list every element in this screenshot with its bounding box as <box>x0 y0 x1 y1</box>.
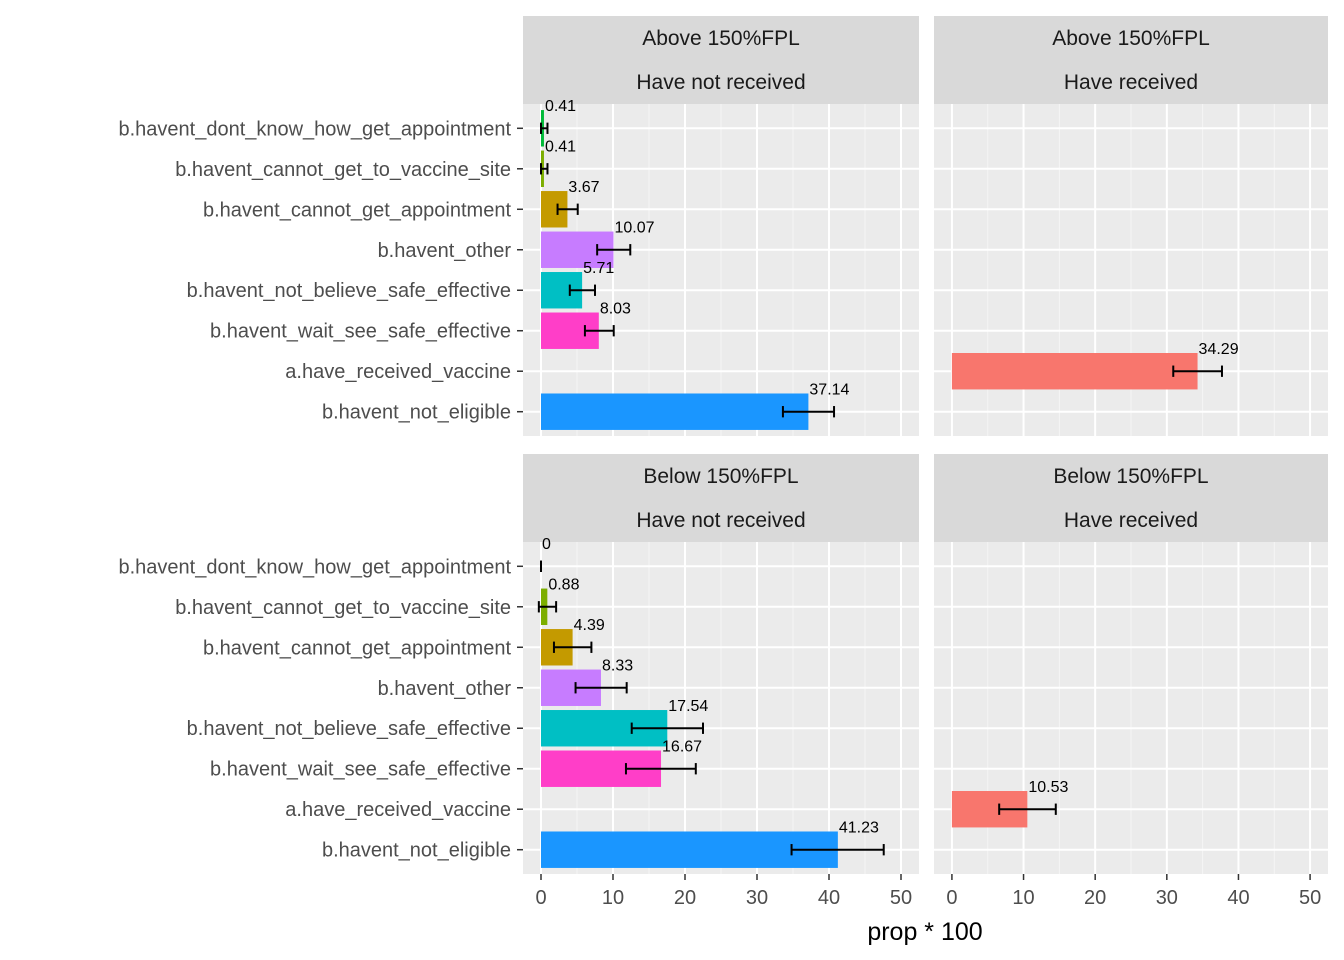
error-bar <box>537 601 558 613</box>
error-bar <box>540 163 549 175</box>
facet-strip-col-label: Have not received <box>636 71 805 94</box>
value-label: 37.14 <box>809 381 849 398</box>
error-bar <box>552 641 593 653</box>
error-bar <box>624 763 697 775</box>
facet-strip-col <box>523 498 919 542</box>
value-label: 3.67 <box>568 179 599 196</box>
value-label: 10.07 <box>615 220 655 237</box>
error-bar <box>556 203 579 215</box>
x-tick-label: 40 <box>1227 887 1249 909</box>
value-label: 10.53 <box>1028 779 1068 796</box>
facet-strip-row-label: Below 150%FPL <box>643 465 798 488</box>
facet-strip-row <box>934 16 1328 60</box>
panels-layer: Above 150%FPL Have not received 0.41 0.41 3.… <box>523 16 1328 874</box>
error-bar <box>630 722 704 734</box>
x-tick-label: 10 <box>1012 887 1034 909</box>
panel-above-150-fpl-have-not-received: Above 150%FPL Have not received 0.41 0.41 3.… <box>523 16 919 436</box>
error-bar <box>998 803 1057 815</box>
value-label: 8.33 <box>602 658 633 675</box>
error-bar <box>790 844 885 856</box>
category-label: b.havent_cannot_get_to_vaccine_site <box>175 597 511 619</box>
facet-strip-col <box>934 60 1328 104</box>
x-tick-label: 20 <box>1084 887 1106 909</box>
value-label: 0 <box>542 536 551 553</box>
error-bar <box>781 406 836 418</box>
error-bar <box>1172 365 1223 377</box>
category-label: b.havent_other <box>378 678 512 700</box>
facet-strip-col-label: Have not received <box>636 509 805 532</box>
panel-above-150-fpl-have-received: Above 150%FPL Have received 34.29 <box>934 16 1328 436</box>
category-label: b.havent_wait_see_safe_effective <box>210 759 511 781</box>
error-bar <box>583 325 615 337</box>
facet-strip-row-label: Above 150%FPL <box>1052 27 1210 50</box>
category-label: b.havent_not_eligible <box>322 840 511 862</box>
category-label: b.havent_not_believe_safe_effective <box>187 280 511 302</box>
category-labels: b.havent_dont_know_how_get_appointment b.… <box>118 118 523 862</box>
value-label: 41.23 <box>839 819 879 836</box>
error-bar <box>540 122 549 134</box>
value-label: 0.41 <box>545 98 576 115</box>
facet-strip-col <box>523 60 919 104</box>
facet-strip-row <box>523 454 919 498</box>
x-axis: 0 10 20 30 40 50 0 10 20 30 40 50 <box>535 874 1321 909</box>
category-label: b.havent_dont_know_how_get_appointment <box>118 118 511 140</box>
x-tick-label: 50 <box>890 887 912 909</box>
category-label: b.havent_cannot_get_appointment <box>203 199 511 221</box>
facet-strip-col-label: Have received <box>1064 509 1198 532</box>
x-tick-label: 0 <box>535 887 546 909</box>
x-axis-title: prop * 100 <box>867 918 982 946</box>
facet-strip-row <box>523 16 919 60</box>
panel-below-150-fpl-have-received: Below 150%FPL Have received 10.53 <box>934 454 1328 874</box>
value-label: 16.67 <box>662 739 702 756</box>
value-label: 8.03 <box>600 301 631 318</box>
value-label: 0.88 <box>548 577 579 594</box>
category-label: b.havent_dont_know_how_get_appointment <box>118 556 511 578</box>
panel-below-150-fpl-have-not-received: Below 150%FPL Have not received 0 0.88 4.39 8… <box>523 454 919 874</box>
value-label: 4.39 <box>574 617 605 634</box>
error-bar <box>568 284 596 296</box>
facet-strip-col <box>934 498 1328 542</box>
category-label: b.havent_wait_see_safe_effective <box>210 321 511 343</box>
x-tick-label: 10 <box>602 887 624 909</box>
facet-strip-col-label: Have received <box>1064 71 1198 94</box>
category-label: b.havent_not_eligible <box>322 402 511 424</box>
x-tick-label: 30 <box>1156 887 1178 909</box>
x-tick-label: 40 <box>818 887 840 909</box>
value-label: 34.29 <box>1199 341 1239 358</box>
category-label: b.havent_other <box>378 240 512 262</box>
facet-strip-row-label: Above 150%FPL <box>642 27 800 50</box>
bar-b-havent-not-eligible <box>541 831 838 868</box>
x-tick-label: 50 <box>1299 887 1321 909</box>
category-label: b.havent_cannot_get_appointment <box>203 637 511 659</box>
error-bar <box>574 682 628 694</box>
category-label: a.have_received_vaccine <box>285 799 511 821</box>
value-label: 5.71 <box>583 260 614 277</box>
x-tick-label: 0 <box>946 887 957 909</box>
value-label: 0.41 <box>545 139 576 156</box>
category-label: a.have_received_vaccine <box>285 361 511 383</box>
x-tick-label: 20 <box>674 887 696 909</box>
category-label: b.havent_not_believe_safe_effective <box>187 718 511 740</box>
facet-strip-row <box>934 454 1328 498</box>
facet-strip-row-label: Below 150%FPL <box>1053 465 1208 488</box>
bar-b-havent-not-eligible <box>541 393 809 430</box>
category-label: b.havent_cannot_get_to_vaccine_site <box>175 159 511 181</box>
error-bar <box>596 244 632 256</box>
bar-a-have-received-vaccine <box>951 353 1198 390</box>
value-label: 17.54 <box>668 698 708 715</box>
x-tick-label: 30 <box>746 887 768 909</box>
